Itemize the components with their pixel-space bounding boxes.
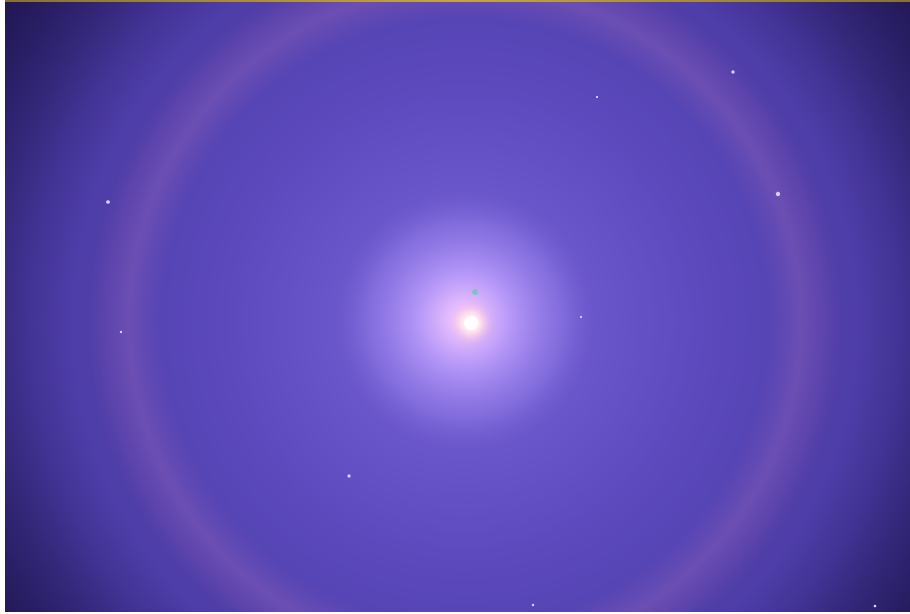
dust-speck	[595, 95, 599, 99]
dust-speck	[347, 474, 351, 478]
dust-speck	[119, 330, 123, 334]
dust-speck	[106, 200, 110, 204]
core-hotspot	[464, 316, 478, 330]
halo-image-svg	[5, 2, 910, 612]
dust-speck	[531, 603, 535, 607]
dust-speck	[731, 70, 735, 74]
teal-speck	[472, 289, 478, 295]
top-edge-strip	[5, 0, 910, 2]
dust-speck	[873, 604, 877, 608]
halo-photograph	[5, 2, 910, 612]
dust-specks	[106, 70, 877, 608]
dust-speck	[775, 191, 781, 197]
dust-speck	[579, 315, 583, 319]
